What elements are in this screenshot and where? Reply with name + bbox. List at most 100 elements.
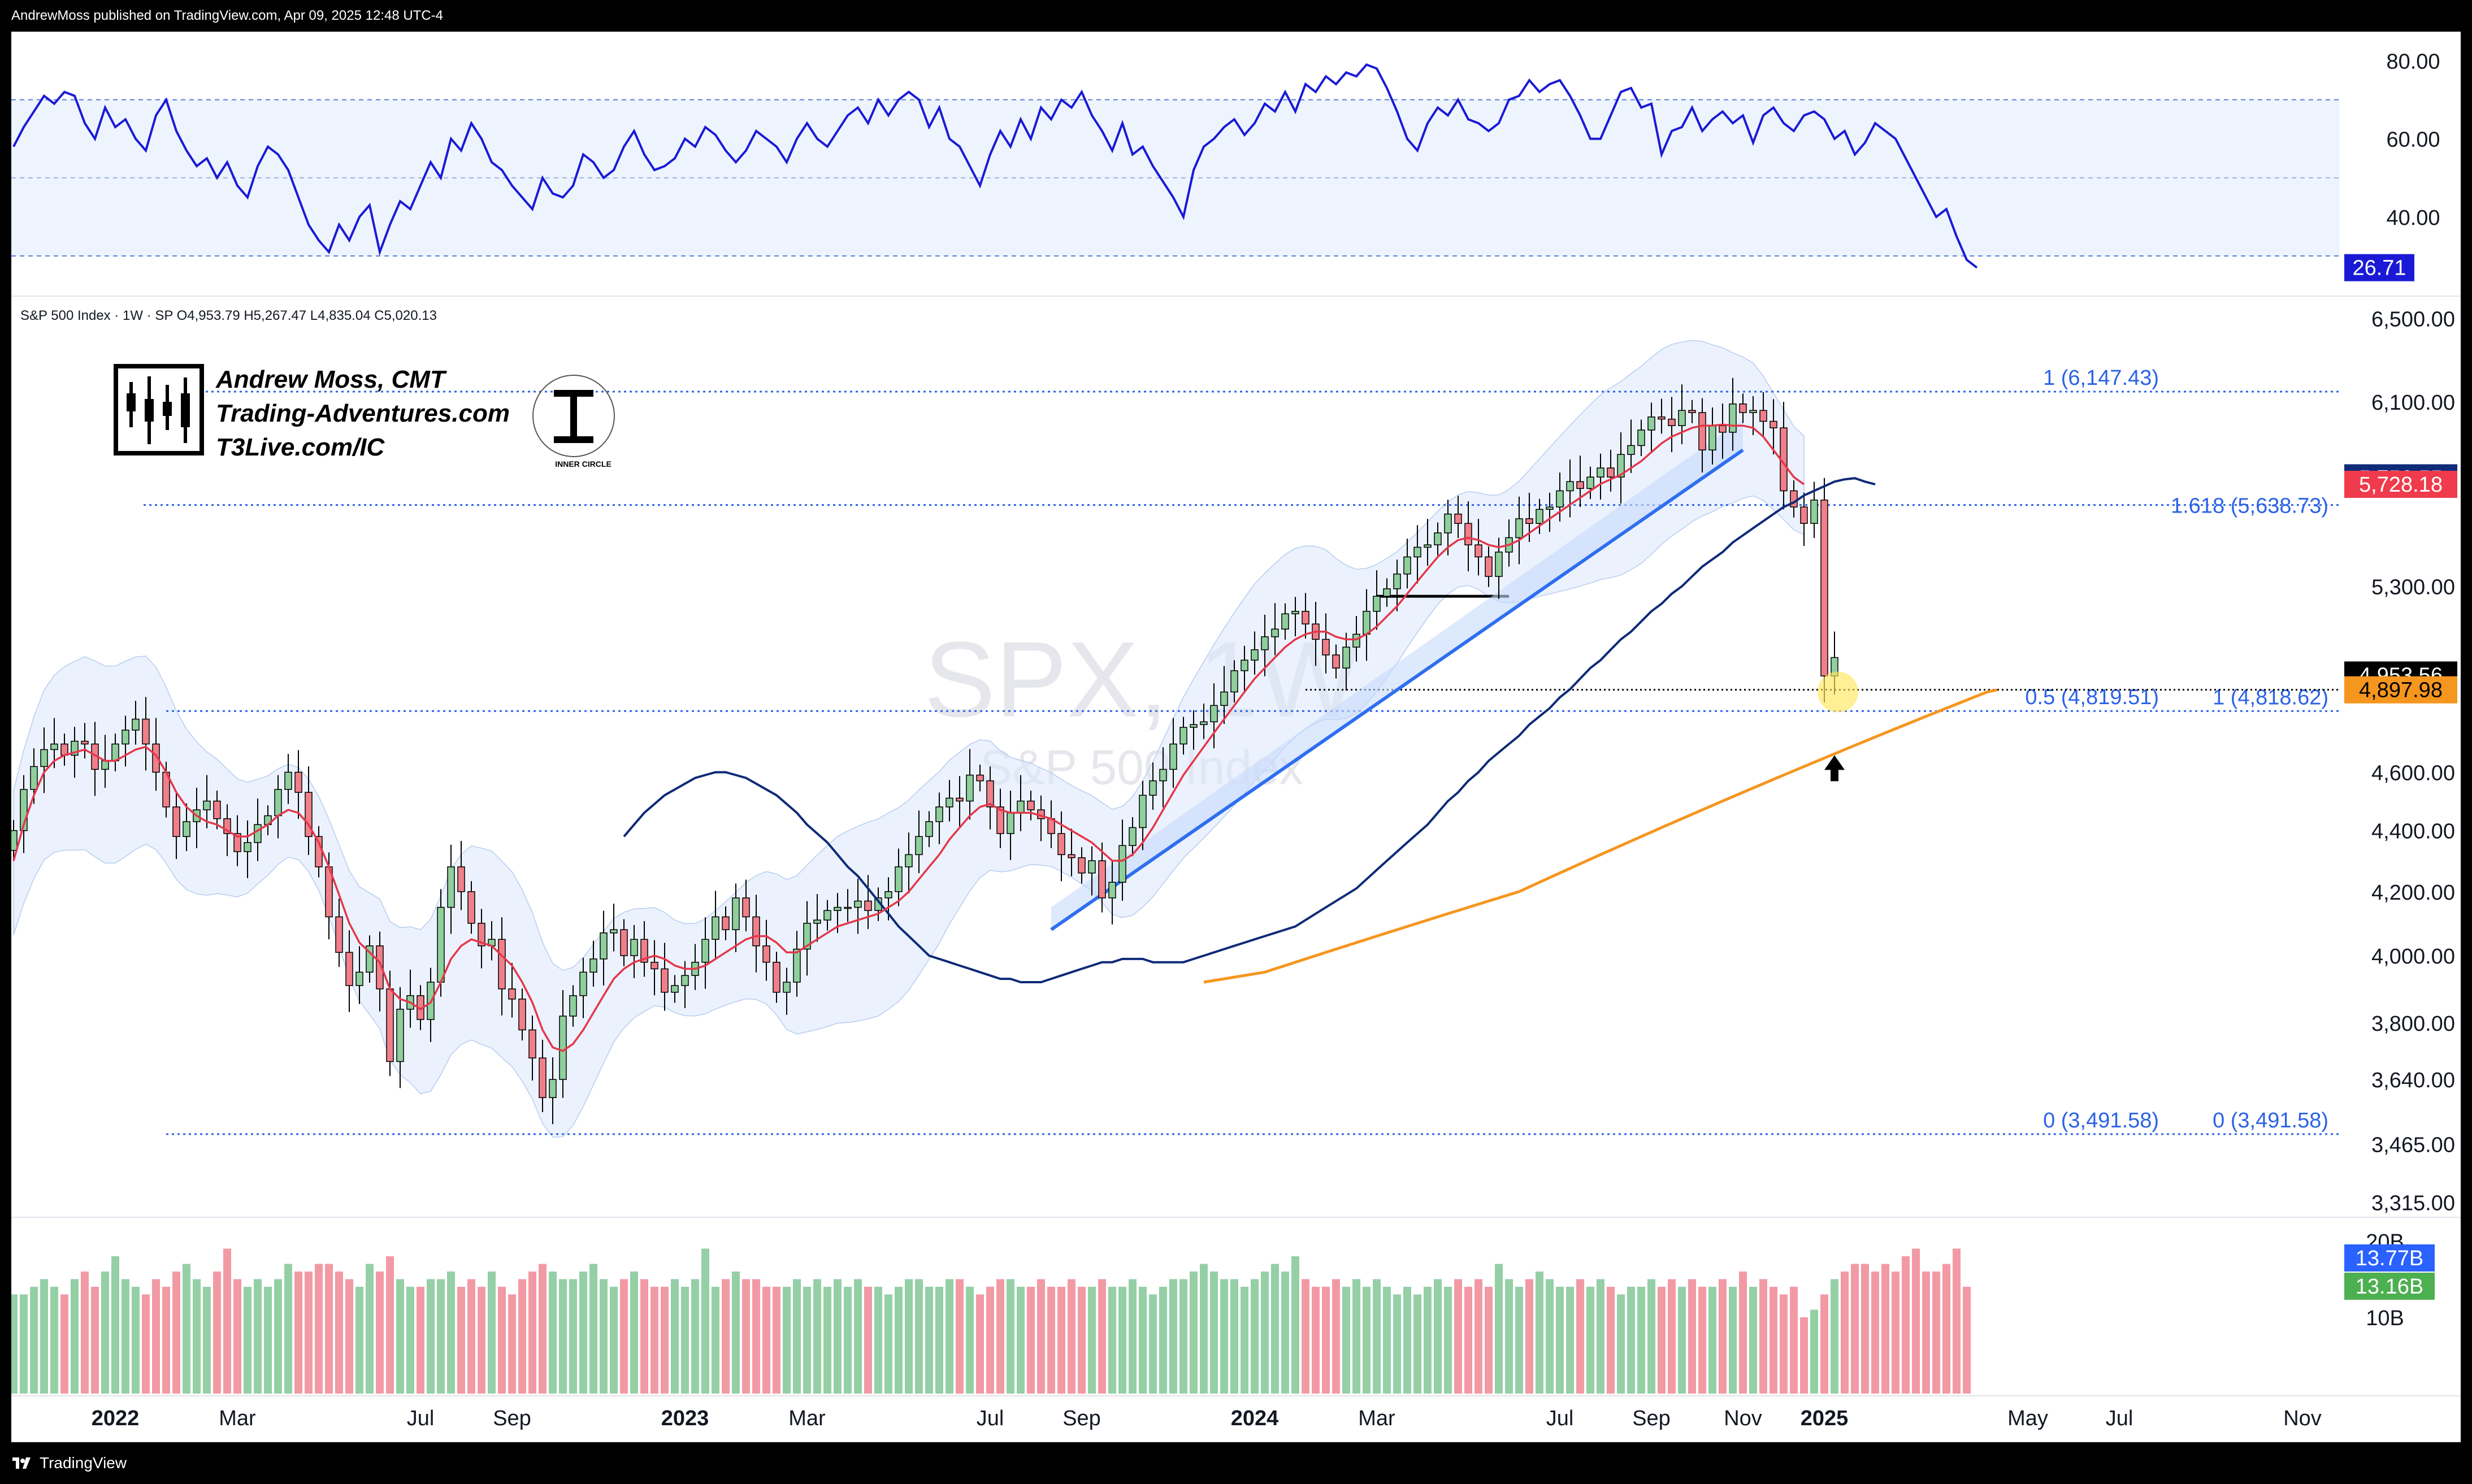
candle-body bbox=[1261, 636, 1269, 650]
volume-bar bbox=[1078, 1287, 1086, 1394]
candle-body bbox=[1668, 418, 1676, 426]
volume-bar bbox=[1383, 1287, 1391, 1394]
volume-bar bbox=[528, 1272, 536, 1394]
candle-body bbox=[783, 982, 791, 993]
candle-body bbox=[1027, 800, 1035, 810]
candle-body bbox=[569, 995, 577, 1017]
candle-body bbox=[478, 922, 485, 947]
volume-bar bbox=[437, 1279, 445, 1394]
volume-bar bbox=[803, 1287, 811, 1394]
candle-body bbox=[650, 961, 658, 970]
tradingview-logo-icon[interactable] bbox=[11, 1456, 32, 1470]
volume-bar bbox=[1281, 1272, 1289, 1394]
candle-body bbox=[1597, 467, 1604, 478]
candle-body bbox=[437, 906, 445, 983]
volume-bar bbox=[1770, 1287, 1777, 1394]
volume-bar bbox=[996, 1279, 1004, 1394]
candle-body bbox=[803, 922, 811, 950]
volume-bar bbox=[1597, 1279, 1604, 1394]
candle-body bbox=[1810, 500, 1818, 524]
volume-bar bbox=[1790, 1287, 1798, 1394]
fib-level-label: 0 (3,491.58) bbox=[2213, 1109, 2328, 1132]
volume-bar bbox=[244, 1287, 251, 1394]
volume-bar bbox=[640, 1279, 648, 1394]
volume-bar bbox=[427, 1279, 435, 1394]
volume-bar bbox=[1749, 1287, 1757, 1394]
candle-body bbox=[1770, 420, 1777, 428]
time-tick-label: Jul bbox=[407, 1407, 435, 1430]
candle-body bbox=[1251, 649, 1259, 661]
volume-bar bbox=[1241, 1287, 1248, 1394]
volume-badge-value: 13.16B bbox=[2356, 1275, 2423, 1299]
volume-bar bbox=[1169, 1279, 1177, 1394]
volume-bar bbox=[325, 1264, 333, 1394]
volume-bar bbox=[335, 1272, 343, 1394]
volume-bar bbox=[60, 1294, 68, 1394]
volume-bar bbox=[11, 1294, 18, 1394]
volume-bar bbox=[1688, 1279, 1696, 1394]
candle-body bbox=[1373, 596, 1381, 612]
candle-body bbox=[1627, 445, 1635, 455]
volume-bar bbox=[956, 1279, 964, 1394]
volume-bar bbox=[1851, 1264, 1859, 1394]
volume-bar bbox=[396, 1279, 404, 1394]
volume-bar bbox=[864, 1287, 872, 1394]
time-tick-label: Nov bbox=[2283, 1407, 2322, 1430]
candle-body bbox=[1108, 882, 1116, 899]
volume-bar bbox=[1627, 1287, 1635, 1394]
candle-body bbox=[935, 806, 943, 822]
volume-bar bbox=[193, 1279, 201, 1394]
volume-bar bbox=[1759, 1279, 1767, 1394]
volume-bar bbox=[1780, 1294, 1788, 1394]
volume-bar bbox=[1118, 1287, 1126, 1394]
candle-body bbox=[1576, 481, 1584, 489]
rsi-panel[interactable]: 80.00 60.00 40.00 26.71 bbox=[11, 50, 2440, 281]
volume-bar bbox=[823, 1287, 831, 1394]
candle-body bbox=[1281, 613, 1289, 630]
candle-body bbox=[681, 975, 689, 986]
time-tick-label: Mar bbox=[1358, 1407, 1395, 1430]
volume-badge-value: 13.77B bbox=[2356, 1247, 2423, 1270]
time-tick-label: May bbox=[2007, 1407, 2048, 1430]
candle-body bbox=[966, 774, 974, 802]
candle-body bbox=[610, 929, 618, 934]
brand-logo-body bbox=[181, 393, 190, 427]
candle-body bbox=[1403, 556, 1411, 575]
chart-area[interactable]: 80.00 60.00 40.00 26.71 SPX, 1WS&P 500 Index… bbox=[11, 32, 2461, 1442]
candle-body bbox=[1413, 546, 1421, 558]
candle-body bbox=[1698, 412, 1706, 451]
volume-bar bbox=[1068, 1279, 1075, 1394]
candle-body bbox=[355, 971, 363, 986]
price-tick-label: 3,800.00 bbox=[2371, 1012, 2455, 1036]
rsi-tick-label: 80.00 bbox=[2386, 50, 2440, 73]
candle-body bbox=[122, 730, 129, 745]
candle-body bbox=[1515, 518, 1523, 539]
volume-badge bbox=[2344, 1273, 2435, 1300]
candles bbox=[11, 377, 1838, 1125]
candle-body bbox=[1434, 532, 1442, 545]
volume-bar bbox=[152, 1279, 160, 1394]
time-tick-label: Sep bbox=[1632, 1407, 1671, 1430]
candle-body bbox=[1332, 654, 1340, 669]
volume-bar bbox=[1902, 1256, 1910, 1394]
volume-bar bbox=[162, 1287, 170, 1394]
volume-bar bbox=[183, 1264, 190, 1394]
time-axis[interactable]: 2022 Mar Jul Sep 2023 Mar Jul Sep 2024 Mar Jul Sep N… bbox=[92, 1407, 2322, 1430]
candle-body bbox=[712, 916, 719, 940]
volume-bar bbox=[1881, 1264, 1889, 1394]
candle-body bbox=[1607, 467, 1615, 478]
symbol-info-line: S&P 500 Index · 1W · SP O4,953.79 H5,267… bbox=[20, 308, 437, 323]
volume-bar bbox=[1546, 1279, 1554, 1394]
candle-body bbox=[732, 897, 740, 930]
volume-bar bbox=[1922, 1272, 1930, 1394]
candle-body bbox=[976, 774, 984, 782]
volume-bar bbox=[1474, 1279, 1482, 1394]
rsi-line bbox=[12, 63, 1978, 269]
candle-body bbox=[1495, 552, 1503, 577]
volume-bar bbox=[1485, 1287, 1493, 1394]
volume-bar bbox=[935, 1287, 943, 1394]
rsi-last-value: 26.71 bbox=[2352, 257, 2406, 280]
volume-bar bbox=[1942, 1264, 1950, 1394]
